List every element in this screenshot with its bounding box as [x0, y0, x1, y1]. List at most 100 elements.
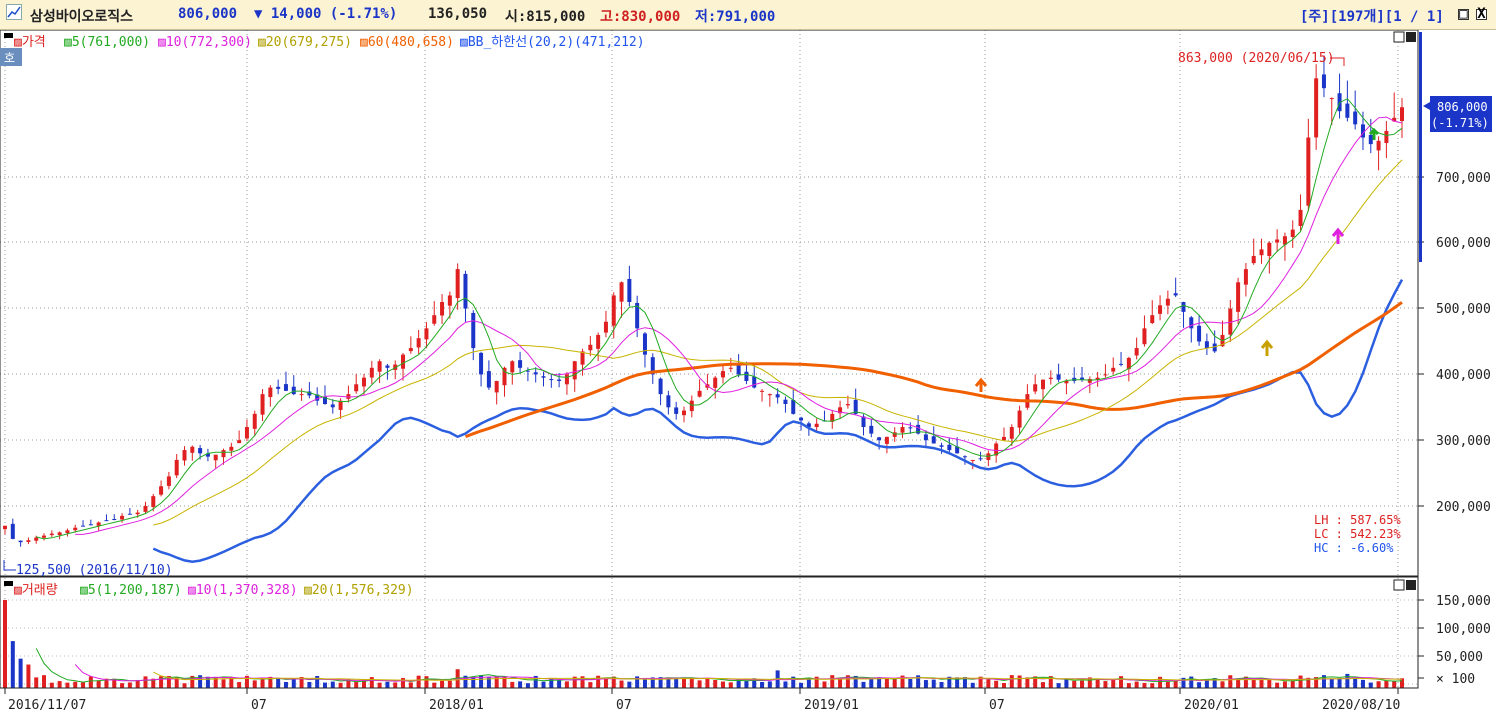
- candle: [65, 528, 70, 537]
- volume-bar: [1329, 678, 1334, 688]
- volume-bar: [1275, 682, 1280, 688]
- legend-volume: ▨거래량: [14, 583, 58, 598]
- candle: [830, 410, 835, 429]
- candle: [760, 389, 765, 402]
- volume-handle-icon[interactable]: [4, 581, 13, 586]
- y-tick-label: 300,000: [1436, 434, 1491, 449]
- volume-bar: [697, 680, 702, 688]
- side-tag-box[interactable]: [0, 48, 22, 66]
- x-tick-label: 07: [989, 698, 1005, 713]
- signal-arrow-icon: [1260, 339, 1274, 356]
- volume-bar: [159, 676, 164, 688]
- volume-bar: [533, 675, 538, 688]
- volume-bar: [3, 600, 7, 688]
- candle: [299, 388, 304, 401]
- candle: [791, 388, 796, 415]
- candle: [838, 400, 843, 419]
- stock-chart[interactable]: ▨가격 ▨5(761,000) ▨10(772,300) ▨20(679,275…: [0, 30, 1496, 721]
- volume-bar: [1181, 677, 1186, 688]
- volume-bar: [268, 676, 273, 688]
- close-icon[interactable]: X: [1476, 6, 1487, 22]
- volume-bar: [424, 676, 429, 688]
- volume-bar: [283, 681, 288, 688]
- candle: [978, 451, 983, 462]
- volume-bar: [721, 681, 726, 688]
- maximize-icon[interactable]: □: [1458, 6, 1469, 22]
- volume-bar: [205, 676, 210, 688]
- candle: [666, 390, 671, 415]
- volume-bar: [190, 675, 195, 688]
- candle: [611, 292, 616, 339]
- candle: [362, 374, 367, 396]
- candle: [424, 322, 429, 349]
- panel-handle-icon[interactable]: [4, 33, 13, 38]
- candle: [377, 359, 382, 384]
- candle: [408, 336, 413, 354]
- price-panel-max-icon[interactable]: [1393, 31, 1405, 43]
- candle: [1111, 357, 1116, 375]
- candle: [1173, 277, 1178, 298]
- volume-bar: [1189, 676, 1194, 688]
- candle: [705, 373, 710, 391]
- period-selector[interactable]: [주][197개][1 / 1]: [1300, 9, 1444, 25]
- bb-lower-line: [152, 279, 1404, 563]
- candle: [26, 537, 31, 545]
- stock-name: 삼성바이오로직스: [30, 9, 134, 25]
- volume-bar: [315, 675, 320, 688]
- ma5-line: [36, 98, 1403, 540]
- volume-bar: [572, 676, 577, 688]
- volume-bar: [307, 682, 312, 688]
- candle: [401, 353, 406, 381]
- candle: [549, 374, 554, 388]
- chart-app-icon[interactable]: [6, 4, 22, 20]
- volume-bar: [88, 676, 93, 688]
- current-price: 806,000: [178, 6, 238, 22]
- y-tick-label: 400,000: [1436, 368, 1491, 383]
- volume-bar: [564, 681, 569, 688]
- volume-tick-label: 50,000: [1436, 650, 1483, 665]
- candle: [994, 441, 999, 463]
- candle: [291, 375, 296, 396]
- volume-bar: [939, 682, 944, 688]
- current-price-tag: 806,000: [1437, 100, 1488, 114]
- volume-bar: [705, 678, 710, 688]
- volume-bar: [588, 682, 593, 688]
- candle: [564, 372, 569, 395]
- candle: [244, 419, 249, 442]
- volume-bar: [346, 679, 351, 688]
- volume-panel-max-icon[interactable]: [1393, 579, 1405, 591]
- candle: [346, 385, 351, 403]
- volume-bar: [338, 682, 343, 688]
- volume-bar: [760, 681, 765, 688]
- volume-ma-line: [35, 648, 1403, 683]
- x-tick-label: 07: [251, 698, 267, 713]
- candle: [1345, 80, 1350, 122]
- volume-bar: [635, 676, 640, 688]
- x-tick-label: 2018/01: [429, 698, 484, 713]
- candle: [1048, 370, 1053, 385]
- x-tick-label: 2020/08/10: [1322, 698, 1400, 713]
- stat-hc: HC : -6.60%: [1314, 541, 1394, 555]
- volume-bar: [681, 678, 686, 688]
- volume-bar: [166, 676, 171, 688]
- volume-bar: [299, 676, 304, 688]
- candle: [923, 430, 928, 447]
- volume-bar: [986, 679, 991, 688]
- volume-bar: [1134, 681, 1139, 688]
- candle: [18, 540, 23, 547]
- volume-bar: [112, 678, 117, 688]
- volume-bar: [674, 677, 679, 688]
- volume-bar: [689, 677, 694, 688]
- candle: [1134, 337, 1139, 360]
- volume-bar: [744, 680, 749, 688]
- volume-bar: [1314, 677, 1319, 688]
- volume-bar: [57, 681, 62, 688]
- candle: [447, 291, 452, 319]
- min-pointer: [3, 560, 16, 571]
- volume-bar: [642, 679, 647, 688]
- volume-panel-close-icon[interactable]: [1406, 580, 1416, 590]
- legend-vol-ma10: ▨10(1,370,328): [188, 583, 298, 598]
- volume-bar: [978, 676, 983, 688]
- volume-bar: [549, 679, 554, 688]
- price-panel-close-icon[interactable]: [1406, 32, 1416, 42]
